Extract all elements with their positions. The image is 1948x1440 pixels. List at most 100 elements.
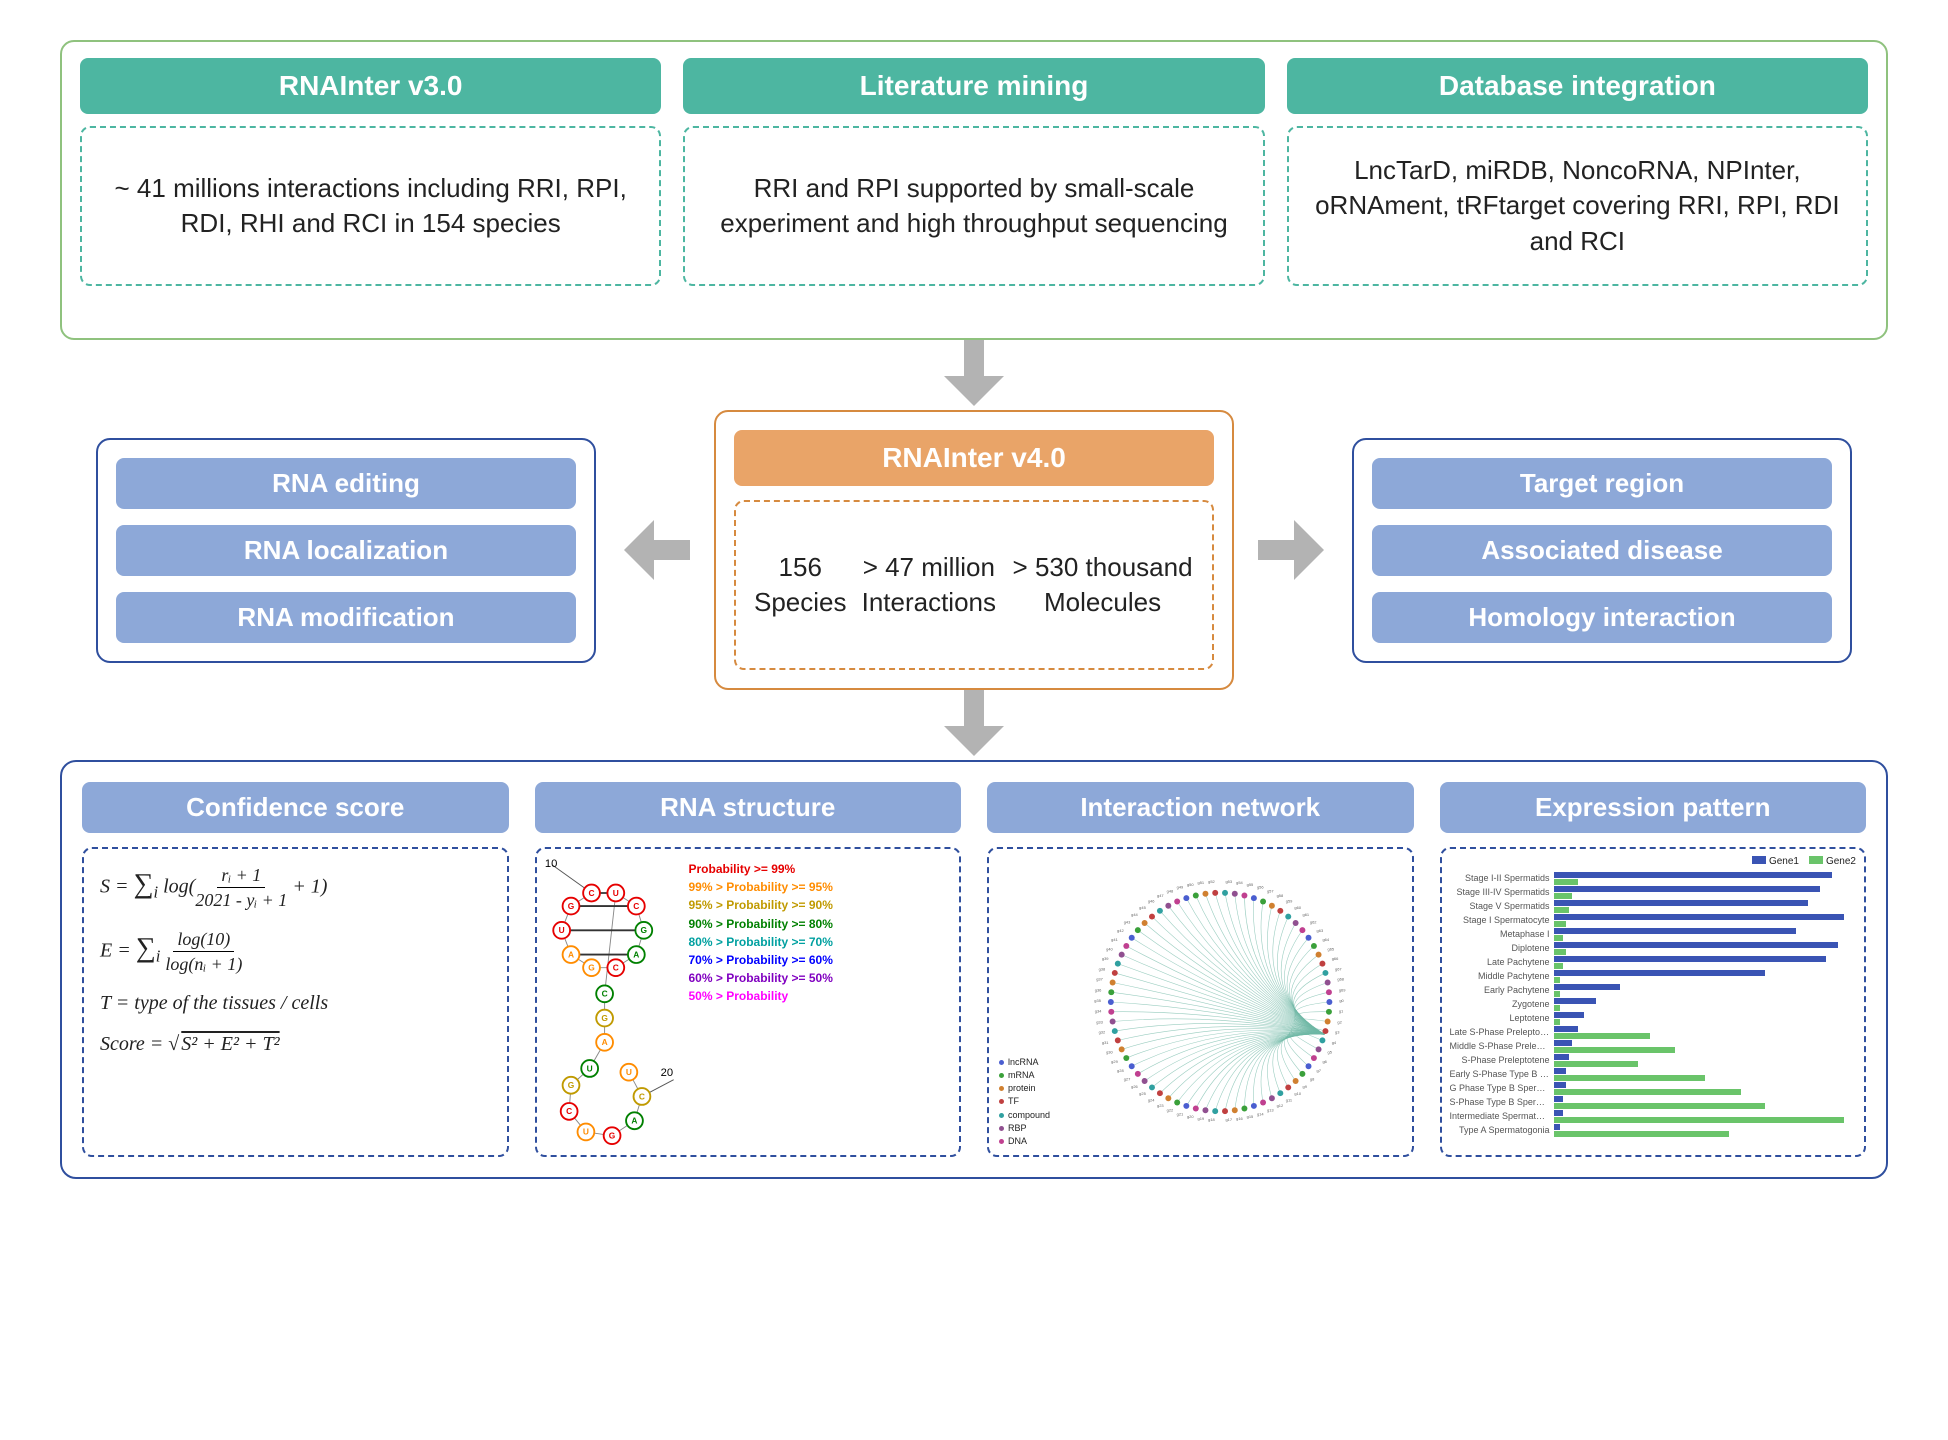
svg-text:g15: g15: [1247, 1114, 1254, 1119]
svg-text:g23: g23: [1157, 1103, 1164, 1108]
svg-text:g9: g9: [1302, 1084, 1307, 1089]
svg-text:G: G: [567, 901, 574, 911]
svg-text:g50: g50: [1187, 882, 1194, 887]
left-pill-1: RNA localization: [116, 525, 576, 576]
svg-text:g3: g3: [1335, 1030, 1340, 1035]
left-features-panel: RNA editingRNA localizationRNA modificat…: [96, 438, 596, 663]
top-card-1: Literature mining RRI and RPI supported b…: [683, 58, 1264, 322]
svg-text:g27: g27: [1124, 1076, 1131, 1081]
top-card-0: RNAInter v3.0 ~ 41 millions interactions …: [80, 58, 661, 322]
interaction-network-svg: g0g1g2g3g4g5g6g7g8g9g10g11g12g13g14g15g1…: [993, 853, 1408, 1151]
arrow-down-1: [934, 340, 1014, 410]
bottom-card-title-2: Interaction network: [987, 782, 1414, 833]
top-card-body-0: ~ 41 millions interactions including RRI…: [80, 126, 661, 286]
center-title-pill: RNAInter v4.0: [734, 430, 1214, 486]
svg-text:g14: g14: [1257, 1111, 1264, 1116]
top-card-body-1: RRI and RPI supported by small-scale exp…: [683, 126, 1264, 286]
svg-text:g33: g33: [1096, 1019, 1103, 1024]
svg-text:g69: g69: [1339, 987, 1346, 992]
svg-text:g41: g41: [1111, 937, 1118, 942]
bottom-output-panel: Confidence scoreS = ∑i log(rᵢ + 12021 - …: [60, 760, 1888, 1179]
svg-text:g63: g63: [1317, 928, 1324, 933]
right-features-panel: Target region Associated disease Homology …: [1352, 438, 1852, 663]
center-rnainter-panel: RNAInter v4.0 156 Species> 47 million In…: [714, 410, 1234, 690]
svg-text:20: 20: [660, 1067, 672, 1079]
svg-text:g57: g57: [1267, 888, 1274, 893]
svg-text:g58: g58: [1277, 893, 1284, 898]
svg-text:g43: g43: [1124, 920, 1131, 925]
svg-text:U: U: [586, 1063, 592, 1073]
arrow-right: [1258, 510, 1328, 590]
svg-text:A: A: [631, 1116, 637, 1126]
svg-text:g8: g8: [1310, 1076, 1315, 1081]
top-card-body-2: LncTarD, miRDB, NoncoRNA, NPInter, oRNAm…: [1287, 126, 1868, 286]
svg-text:g29: g29: [1111, 1059, 1118, 1064]
svg-text:g25: g25: [1139, 1091, 1146, 1096]
svg-text:g60: g60: [1294, 905, 1301, 910]
svg-text:g68: g68: [1337, 977, 1344, 982]
svg-text:g44: g44: [1131, 912, 1138, 917]
bottom-card-3: Expression patternGene1Gene2Stage I-II S…: [1440, 782, 1867, 1157]
right-pill-1: Associated disease: [1372, 525, 1832, 576]
bottom-card-0: Confidence scoreS = ∑i log(rᵢ + 12021 - …: [82, 782, 509, 1157]
svg-text:G: G: [588, 962, 595, 972]
svg-text:g6: g6: [1322, 1059, 1327, 1064]
top-card-title-1: Literature mining: [683, 58, 1264, 114]
bottom-card-body-2: g0g1g2g3g4g5g6g7g8g9g10g11g12g13g14g15g1…: [987, 847, 1414, 1157]
svg-text:g46: g46: [1148, 899, 1155, 904]
svg-text:G: G: [601, 1013, 608, 1023]
svg-text:G: G: [567, 1080, 574, 1090]
svg-text:g42: g42: [1117, 928, 1124, 933]
svg-text:g10: g10: [1294, 1091, 1301, 1096]
svg-text:g2: g2: [1337, 1019, 1341, 1024]
arrow-down-2: [934, 690, 1014, 760]
right-pill-0: Target region: [1372, 458, 1832, 509]
right-pill-2: Homology interaction: [1372, 592, 1832, 643]
svg-text:C: C: [601, 989, 607, 999]
svg-text:C: C: [566, 1106, 572, 1116]
top-card-2: Database integrationLncTarD, miRDB, Nonc…: [1287, 58, 1868, 322]
bottom-card-2: Interaction networkg0g1g2g3g4g5g6g7g8g9g…: [987, 782, 1414, 1157]
svg-text:C: C: [612, 962, 618, 972]
top-card-title-0: RNAInter v3.0: [80, 58, 661, 114]
svg-text:g24: g24: [1148, 1097, 1155, 1102]
bottom-card-body-0: S = ∑i log(rᵢ + 12021 - yᵢ + 1 + 1)E = ∑…: [82, 847, 509, 1157]
svg-text:g21: g21: [1177, 1111, 1184, 1116]
arrow-left: [620, 510, 690, 590]
svg-text:g38: g38: [1099, 966, 1106, 971]
svg-text:g19: g19: [1197, 1116, 1204, 1121]
svg-text:g61: g61: [1302, 912, 1309, 917]
svg-text:g55: g55: [1247, 882, 1254, 887]
svg-text:g18: g18: [1208, 1117, 1215, 1122]
svg-text:g1: g1: [1339, 1009, 1344, 1014]
svg-text:U: U: [625, 1067, 631, 1077]
expression-hbar-chart: Gene1Gene2Stage I-II SpermatidsStage III…: [1450, 855, 1857, 1149]
svg-text:g0: g0: [1339, 998, 1344, 1003]
bottom-card-body-1: 1020CGUAGCAGCUCGAUGCUGACUProbability >= …: [535, 847, 962, 1157]
svg-text:g22: g22: [1167, 1108, 1174, 1113]
svg-text:C: C: [638, 1091, 644, 1101]
network-legend: lncRNAmRNAproteinTFcompoundRBPDNA: [999, 1056, 1050, 1147]
svg-text:g54: g54: [1236, 880, 1243, 885]
svg-text:g4: g4: [1332, 1040, 1337, 1045]
svg-text:A: A: [633, 949, 639, 959]
svg-text:g5: g5: [1328, 1050, 1333, 1055]
svg-text:g56: g56: [1257, 885, 1264, 890]
svg-text:g16: g16: [1236, 1116, 1243, 1121]
svg-text:U: U: [612, 888, 618, 898]
svg-text:U: U: [558, 925, 564, 935]
svg-text:A: A: [601, 1037, 607, 1047]
svg-text:g51: g51: [1197, 880, 1204, 885]
svg-text:C: C: [588, 888, 594, 898]
svg-text:g59: g59: [1286, 899, 1293, 904]
svg-text:g37: g37: [1096, 977, 1103, 982]
svg-text:g65: g65: [1328, 946, 1335, 951]
bottom-card-body-3: Gene1Gene2Stage I-II SpermatidsStage III…: [1440, 847, 1867, 1157]
svg-text:g13: g13: [1267, 1108, 1274, 1113]
svg-text:g62: g62: [1310, 920, 1317, 925]
svg-text:g66: g66: [1332, 956, 1339, 961]
svg-text:g47: g47: [1157, 893, 1164, 898]
svg-text:g31: g31: [1102, 1040, 1109, 1045]
left-pill-0: RNA editing: [116, 458, 576, 509]
bottom-card-title-1: RNA structure: [535, 782, 962, 833]
